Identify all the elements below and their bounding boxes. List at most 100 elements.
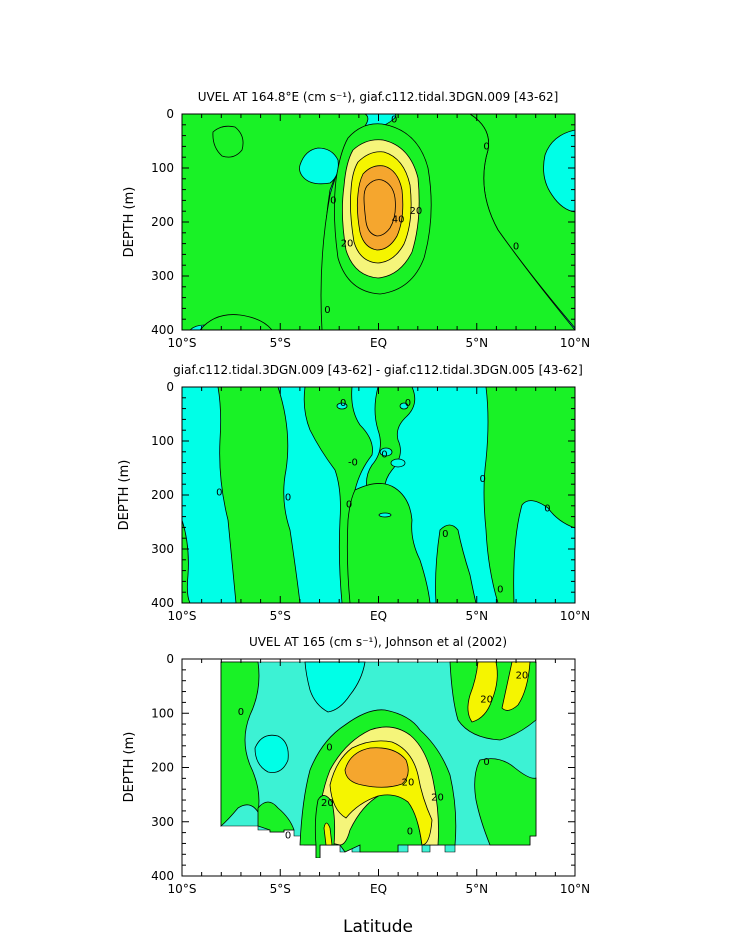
contour-label: 0 — [544, 504, 550, 515]
p2-green-left-edge — [182, 519, 191, 603]
panel-3: UVEL AT 165 (cm s⁻¹), Johnson et al (200… — [122, 635, 590, 937]
contour-label: 20 — [321, 798, 334, 809]
p2-cyan-pocket-2 — [399, 402, 409, 410]
x-tick-label: 5°N — [465, 882, 488, 896]
y-tick-label: 400 — [151, 596, 174, 610]
p2-cyan-pocket-5 — [378, 512, 392, 518]
contour-label: 0 — [405, 398, 411, 409]
panel-1-ylabel: DEPTH (m) — [122, 187, 137, 258]
panel-3-title: UVEL AT 165 (cm s⁻¹), Johnson et al (200… — [249, 635, 507, 649]
contour-label: 40 — [392, 214, 405, 225]
panel-1-title: UVEL AT 164.8°E (cm s⁻¹), giaf.c112.tida… — [198, 90, 559, 104]
p1-green-sw-patch — [199, 314, 273, 330]
panel-3-xlabel: Latitude — [343, 917, 413, 937]
p3-yellow-south-lobe — [323, 822, 333, 846]
contour-label: 20 — [409, 206, 422, 217]
y-tick-label: 100 — [151, 434, 174, 448]
p3-contour-40 — [344, 747, 409, 788]
y-tick-label: 300 — [151, 815, 174, 829]
x-tick-label: 10°N — [560, 609, 590, 623]
p3-cyan-left-blob — [254, 734, 289, 773]
p1-green-upper-left — [212, 125, 244, 158]
panel-3-xticks: 10°S 5°S EQ 5°N 10°N — [168, 659, 590, 896]
y-tick-label: 100 — [151, 161, 174, 175]
p3-yellow-right-edge — [501, 661, 531, 711]
contour-label: 0 — [381, 450, 387, 461]
y-tick-label: 0 — [166, 652, 174, 666]
y-tick-label: 0 — [166, 380, 174, 394]
panel-2-yticks: 0 100 200 300 400 — [151, 380, 575, 610]
contour-label: 20 — [402, 778, 415, 789]
y-tick-label: 400 — [151, 323, 174, 337]
panel-1-contour-labels: 0 0 0 0 0 20 20 40 — [324, 114, 519, 316]
x-tick-label: 5°S — [270, 882, 291, 896]
p2-green-band-1 — [217, 387, 301, 603]
panel-1: UVEL AT 164.8°E (cm s⁻¹), giaf.c112.tida… — [122, 90, 590, 350]
y-tick-label: 200 — [151, 488, 174, 502]
contour-label: 0 — [216, 487, 222, 498]
contour-label: 0 — [285, 493, 291, 504]
contour-label: 20 — [431, 792, 444, 803]
contour-label: 0 — [513, 241, 519, 252]
x-tick-label: 10°N — [560, 336, 590, 350]
contour-label: 20 — [480, 695, 493, 706]
x-tick-label: 5°S — [270, 336, 291, 350]
x-tick-label: 10°S — [168, 882, 197, 896]
panel-2-ylabel: DEPTH (m) — [117, 460, 132, 531]
p2-green-band-5 — [435, 524, 477, 603]
y-tick-label: 300 — [151, 269, 174, 283]
panel-2-xticks: 10°S 5°S EQ 5°N 10°N — [168, 387, 590, 623]
p2-cyan-pocket-3 — [379, 447, 393, 457]
x-tick-label: 5°N — [465, 336, 488, 350]
x-tick-label: EQ — [370, 609, 387, 623]
panel-3-ylabel: DEPTH (m) — [122, 732, 137, 803]
y-tick-label: 400 — [151, 869, 174, 883]
x-tick-label: 10°S — [168, 609, 197, 623]
contour-label: 0 — [326, 742, 332, 753]
contour-label: 0 — [324, 305, 330, 316]
p2-cyan-pocket-4 — [390, 458, 406, 468]
p2-green-band-2 — [303, 387, 373, 603]
panel-1-field — [182, 114, 575, 330]
p2-green-band-4 — [346, 483, 431, 603]
p3-cyan-upper — [304, 661, 366, 713]
y-tick-label: 100 — [151, 706, 174, 720]
panel-2: giaf.c112.tidal.3DGN.009 [43-62] - giaf.… — [117, 363, 590, 623]
contour-label: 0 — [391, 114, 397, 125]
contour-label: 0 — [407, 827, 413, 838]
p2-cyan-pocket-1 — [336, 402, 348, 410]
y-tick-label: 200 — [151, 761, 174, 775]
panel-3-field — [182, 661, 575, 876]
contour-label: -0 — [348, 458, 358, 469]
contour-label: 0 — [442, 529, 448, 540]
contour-label: 0 — [497, 585, 503, 596]
contour-label: 0 — [330, 195, 336, 206]
x-tick-label: 10°S — [168, 336, 197, 350]
p2-green-band-6 — [483, 387, 575, 603]
p3-green-sw-blob — [257, 801, 295, 833]
y-tick-label: 0 — [166, 107, 174, 121]
y-tick-label: 200 — [151, 215, 174, 229]
p3-green-left — [220, 661, 260, 827]
contour-label: 0 — [483, 757, 489, 768]
panel-3-contour-labels: 20 20 0 0 20 20 20 0 0 0 — [238, 670, 529, 841]
contour-label: 0 — [346, 500, 352, 511]
x-tick-label: 10°N — [560, 882, 590, 896]
contour-label: 20 — [516, 670, 529, 681]
contour-label: 0 — [340, 398, 346, 409]
x-tick-label: 5°N — [465, 609, 488, 623]
p1-cyan-right-blob — [543, 129, 575, 213]
contour-label: 0 — [483, 141, 489, 152]
panel-2-title: giaf.c112.tidal.3DGN.009 [43-62] - giaf.… — [173, 363, 583, 377]
contour-label: 0 — [479, 474, 485, 485]
x-tick-label: EQ — [370, 882, 387, 896]
x-tick-label: EQ — [370, 336, 387, 350]
p3-green-right-lower — [474, 758, 537, 846]
panel-2-contour-labels: 0 0 -0 0 0 0 0 0 0 0 0 — [216, 398, 551, 595]
panel-2-field — [182, 387, 575, 603]
y-tick-label: 300 — [151, 542, 174, 556]
contour-label: 0 — [285, 830, 291, 841]
